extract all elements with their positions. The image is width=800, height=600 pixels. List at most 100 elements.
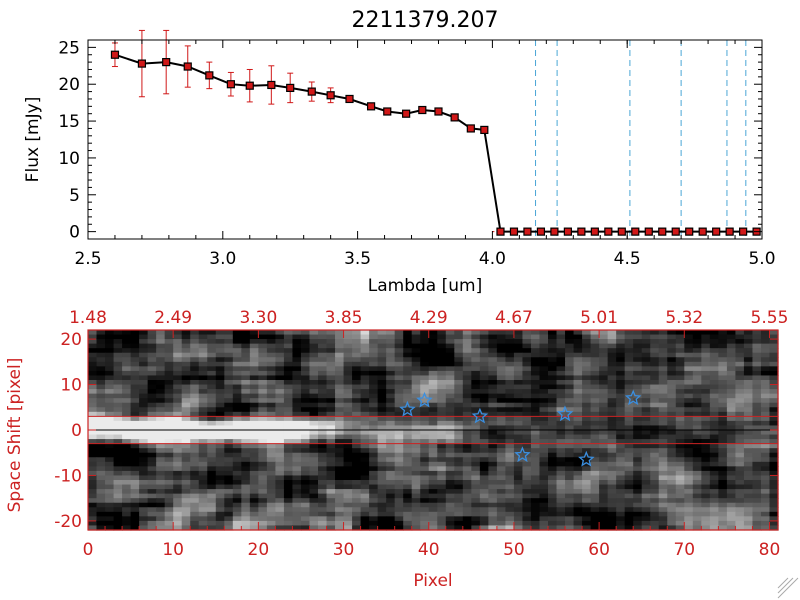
- heatmap-cell: [300, 348, 311, 354]
- heatmap-cell: [479, 389, 489, 395]
- heatmap-cell: [394, 461, 404, 467]
- heatmap-cell: [735, 361, 745, 367]
- heatmap-cell: [769, 516, 779, 522]
- heatmap-cell: [513, 343, 524, 349]
- heatmap-cell: [198, 416, 208, 422]
- heatmap-cell: [633, 425, 643, 431]
- heatmap-cell: [105, 493, 115, 499]
- heatmap-cell: [360, 380, 370, 386]
- heatmap-cell: [181, 393, 191, 399]
- heatmap-cell: [675, 498, 685, 504]
- heatmap-cell: [352, 361, 362, 367]
- heatmap-cell: [326, 402, 336, 408]
- heatmap-cell: [445, 475, 455, 481]
- heatmap-cell: [522, 348, 532, 354]
- heatmap-cell: [318, 375, 328, 381]
- heatmap-cell: [565, 402, 575, 408]
- heatmap-cell: [590, 493, 600, 499]
- heatmap-cell: [462, 411, 472, 417]
- heatmap-cell: [428, 484, 438, 490]
- heatmap-cell: [479, 393, 489, 399]
- heatmap-cell: [249, 343, 259, 349]
- heatmap-cell: [156, 361, 166, 367]
- heatmap-cell: [522, 352, 532, 358]
- heatmap-cell: [386, 448, 396, 454]
- heatmap-cell: [743, 380, 754, 386]
- heatmap-cell: [505, 470, 515, 477]
- heatmap-cell: [283, 420, 294, 427]
- heatmap-cell: [769, 375, 779, 381]
- heatmap-cell: [139, 466, 149, 472]
- x-tick-label: 60: [588, 540, 610, 560]
- heatmap-cell: [181, 434, 191, 440]
- heatmap-cell: [548, 425, 558, 431]
- heatmap-cell: [624, 493, 634, 499]
- heatmap-cell: [454, 502, 464, 508]
- heatmap-cell: [113, 407, 123, 413]
- heatmap-cell: [590, 439, 600, 445]
- heatmap-cell: [181, 420, 191, 427]
- heatmap-cell: [462, 480, 472, 486]
- heatmap-cell: [633, 470, 643, 477]
- heatmap-cell: [266, 439, 277, 445]
- heatmap-cell: [411, 389, 421, 395]
- heatmap-cell: [658, 416, 668, 422]
- heatmap-cell: [215, 370, 225, 377]
- heatmap-cell: [590, 489, 600, 495]
- heatmap-cell: [215, 498, 225, 504]
- heatmap-cell: [488, 366, 498, 372]
- heatmap-cell: [326, 489, 336, 495]
- heatmap-cell: [224, 439, 234, 445]
- heatmap-cell: [207, 507, 217, 513]
- heatmap-cell: [292, 361, 302, 367]
- heatmap-cell: [556, 507, 566, 513]
- heatmap-cell: [352, 407, 362, 413]
- heatmap-cell: [309, 434, 319, 440]
- heatmap-cell: [675, 402, 685, 408]
- heatmap-cell: [752, 493, 762, 499]
- heatmap-cell: [343, 520, 353, 527]
- heatmap-cell: [505, 502, 515, 508]
- heatmap-cell: [275, 443, 285, 449]
- heatmap-cell: [318, 366, 328, 372]
- heatmap-cell: [360, 357, 370, 363]
- heatmap-cell: [769, 452, 779, 458]
- heatmap-cell: [156, 398, 166, 404]
- heatmap-cell: [428, 461, 438, 467]
- heatmap-cell: [565, 330, 575, 336]
- heatmap-cell: [471, 330, 481, 336]
- heatmap-cell: [726, 525, 737, 531]
- heatmap-cell: [283, 439, 294, 445]
- heatmap-cell: [454, 393, 464, 399]
- heatmap-cell: [300, 480, 311, 486]
- heatmap-cell: [548, 398, 558, 404]
- heatmap-cell: [173, 416, 183, 422]
- heatmap-cell: [139, 407, 149, 413]
- heatmap-cell: [496, 498, 507, 504]
- heatmap-cell: [266, 484, 277, 490]
- heatmap-cell: [616, 352, 626, 358]
- heatmap-cell: [147, 398, 157, 404]
- heatmap-cell: [258, 370, 268, 377]
- heatmap-cell: [437, 480, 447, 486]
- heatmap-cell: [556, 407, 566, 413]
- heatmap-cell: [445, 457, 455, 463]
- heatmap-cell: [565, 470, 575, 477]
- heatmap-cell: [692, 484, 702, 490]
- heatmap-cell: [394, 448, 404, 454]
- heatmap-cell: [105, 398, 115, 404]
- heatmap-cell: [266, 407, 277, 413]
- heatmap-cell: [105, 502, 115, 508]
- heatmap-cell: [471, 443, 481, 449]
- heatmap-cell: [650, 425, 660, 431]
- heatmap-cell: [437, 398, 447, 404]
- heatmap-cell: [760, 480, 771, 486]
- heatmap-cell: [658, 402, 668, 408]
- heatmap-cell: [105, 430, 115, 436]
- heatmap-cell: [437, 498, 447, 504]
- heatmap-cell: [156, 443, 166, 449]
- heatmap-cell: [394, 398, 404, 404]
- heatmap-cell: [445, 389, 455, 395]
- heatmap-cell: [88, 498, 98, 504]
- heatmap-cell: [215, 466, 225, 472]
